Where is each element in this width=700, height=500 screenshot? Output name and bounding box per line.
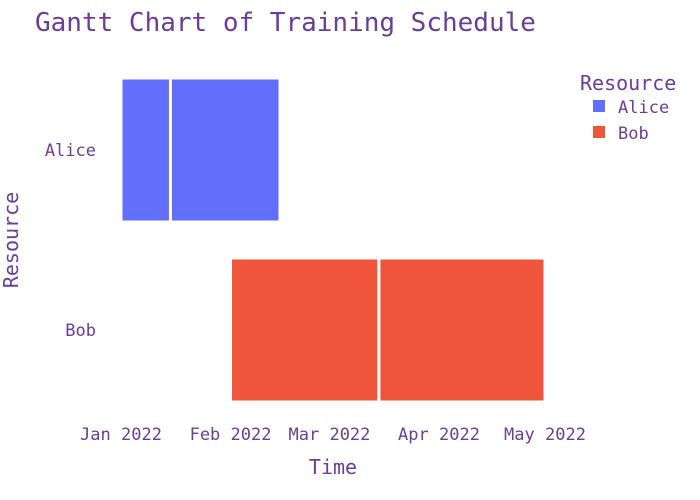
bar-bob-2[interactable] xyxy=(377,256,547,404)
x-tick-label: Jan 2022 xyxy=(80,425,162,445)
legend-title: Resource xyxy=(580,71,676,95)
chart-title: Gantt Chart of Training Schedule xyxy=(35,8,536,38)
legend-swatch xyxy=(593,100,605,112)
bar-alice-2[interactable] xyxy=(168,76,282,224)
legend-items[interactable]: Alice Bob xyxy=(593,98,669,144)
x-tick-label: Feb 2022 xyxy=(190,425,272,445)
legend-item-bob[interactable]: Bob xyxy=(593,124,649,144)
legend-label: Bob xyxy=(618,124,649,144)
x-tick-label: Mar 2022 xyxy=(289,425,371,445)
y-axis-title: Resource xyxy=(0,192,23,288)
y-axis-ticks: Alice Bob xyxy=(45,141,96,341)
bar-bob-1[interactable] xyxy=(229,256,381,404)
x-axis-ticks: Jan 2022 Feb 2022 Mar 2022 Apr 2022 May 2022 xyxy=(80,425,586,445)
bar-alice-1[interactable] xyxy=(119,76,172,224)
legend-item-alice[interactable]: Alice xyxy=(593,98,669,118)
x-tick-label: Apr 2022 xyxy=(398,425,480,445)
legend-label: Alice xyxy=(618,98,669,118)
legend-swatch xyxy=(593,126,605,138)
legend[interactable]: Resource Alice Bob xyxy=(580,71,676,144)
x-tick-label: May 2022 xyxy=(504,425,586,445)
y-tick-label: Alice xyxy=(45,141,96,161)
y-tick-label: Bob xyxy=(65,321,96,341)
x-axis-title: Time xyxy=(309,455,357,479)
plot-area xyxy=(119,76,547,404)
